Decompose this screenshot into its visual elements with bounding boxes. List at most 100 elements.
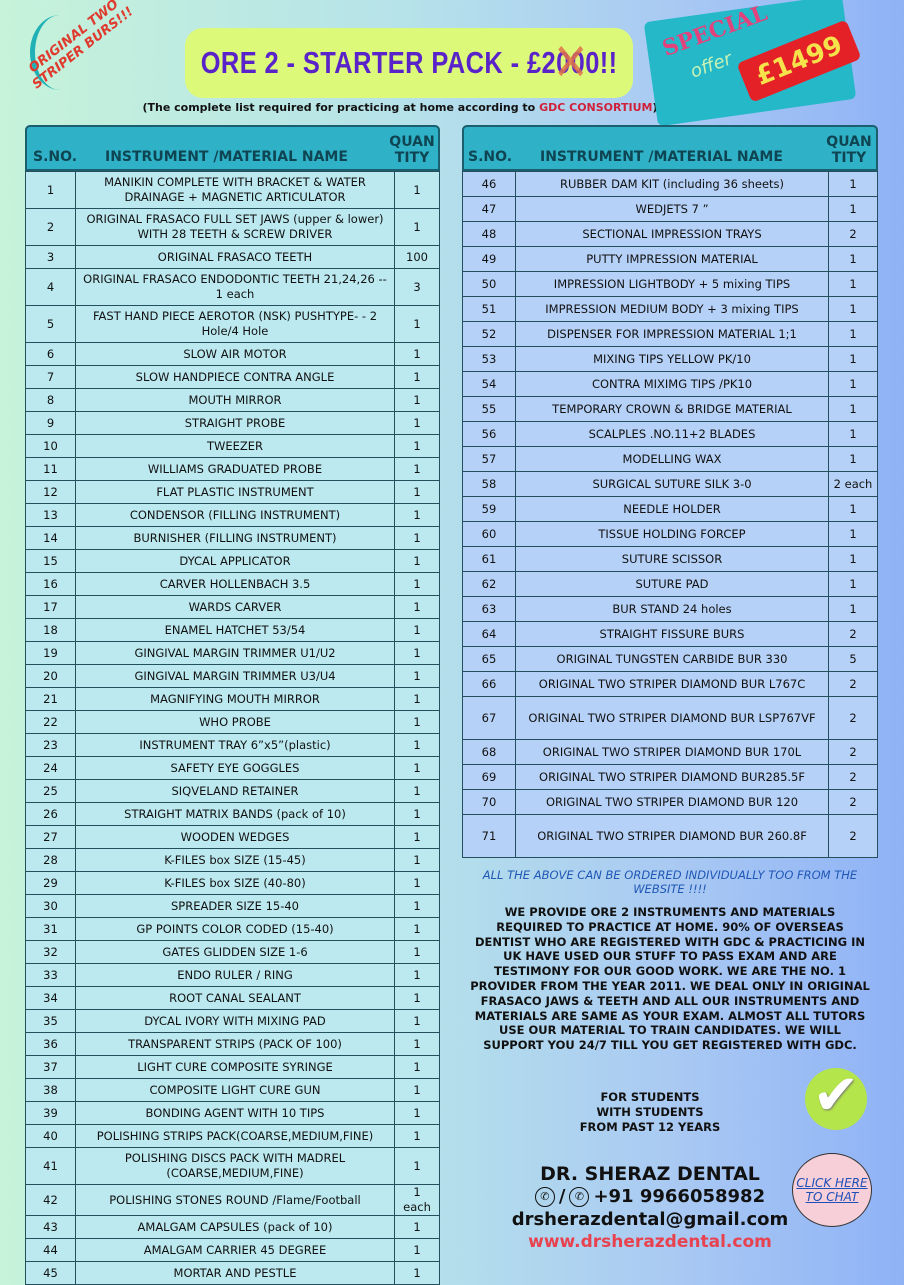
cell-name: BURNISHER (FILLING INSTRUMENT) <box>75 526 395 550</box>
table-row: 38 COMPOSITE LIGHT CURE GUN 1 <box>25 1078 440 1102</box>
page-title: ORE 2 - STARTER PACK - £2000!! <box>201 33 618 93</box>
title-banner: ORE 2 - STARTER PACK - £2000!! <box>185 28 633 98</box>
cell-sno: 71 <box>462 814 516 858</box>
chat-button[interactable]: CLICK HERE TO CHAT <box>792 1153 872 1227</box>
cell-sno: 53 <box>462 346 516 372</box>
cell-sno: 60 <box>462 521 516 547</box>
cell-name: BUR STAND 24 holes <box>515 596 829 622</box>
cell-name: BONDING AGENT WITH 10 TIPS <box>75 1101 395 1125</box>
table-row: 14 BURNISHER (FILLING INSTRUMENT) 1 <box>25 526 440 550</box>
table-row: 31 GP POINTS COLOR CODED (15-40) 1 <box>25 917 440 941</box>
cell-name: INSTRUMENT TRAY 6”x5”(plastic) <box>75 733 395 757</box>
table-row: 69 ORIGINAL TWO STRIPER DIAMOND BUR285.5F… <box>462 764 878 790</box>
table-row: 37 LIGHT CURE COMPOSITE SYRINGE 1 <box>25 1055 440 1079</box>
cell-qty: 1 <box>828 296 878 322</box>
table-row: 36 TRANSPARENT STRIPS (PACK OF 100) 1 <box>25 1032 440 1056</box>
cell-name: GINGIVAL MARGIN TRIMMER U1/U2 <box>75 641 395 665</box>
cell-sno: 41 <box>25 1147 76 1185</box>
table-row: 5 FAST HAND PIECE AEROTOR (NSK) PUSHTYPE-… <box>25 305 440 343</box>
instrument-table-left: S.NO. INSTRUMENT /MATERIAL NAME QUAN TITY… <box>25 125 440 1285</box>
table-row: 27 WOODEN WEDGES 1 <box>25 825 440 849</box>
cell-sno: 25 <box>25 779 76 803</box>
cell-sno: 19 <box>25 641 76 665</box>
order-notice: ALL THE ABOVE CAN BE ORDERED INDIVIDUALL… <box>482 868 858 896</box>
table-row: 67 ORIGINAL TWO STRIPER DIAMOND BUR LSP76… <box>462 696 878 740</box>
cell-sno: 6 <box>25 342 76 366</box>
cell-qty: 1 <box>394 871 440 895</box>
cell-name: SURGICAL SUTURE SILK 3-0 <box>515 471 829 497</box>
cell-name: SPREADER SIZE 15-40 <box>75 894 395 918</box>
cell-name: ORIGINAL TWO STRIPER DIAMOND BUR 260.8F <box>515 814 829 858</box>
cell-qty: 1 <box>394 664 440 688</box>
cell-sno: 57 <box>462 446 516 472</box>
cell-name: SCALPLES .NO.11+2 BLADES <box>515 421 829 447</box>
cell-qty: 1 <box>394 1101 440 1125</box>
cell-qty: 1 <box>394 1078 440 1102</box>
cell-name: TEMPORARY CROWN & BRIDGE MATERIAL <box>515 396 829 422</box>
cell-sno: 43 <box>25 1215 76 1239</box>
cell-sno: 33 <box>25 963 76 987</box>
table-row: 18 ENAMEL HATCHET 53/54 1 <box>25 618 440 642</box>
cell-name: STRAIGHT PROBE <box>75 411 395 435</box>
cell-sno: 17 <box>25 595 76 619</box>
table-row: 22 WHO PROBE 1 <box>25 710 440 734</box>
cell-sno: 32 <box>25 940 76 964</box>
table-row: 26 STRAIGHT MATRIX BANDS (pack of 10) 1 <box>25 802 440 826</box>
cell-sno: 26 <box>25 802 76 826</box>
cell-sno: 35 <box>25 1009 76 1033</box>
cell-sno: 34 <box>25 986 76 1010</box>
cell-name: WILLIAMS GRADUATED PROBE <box>75 457 395 481</box>
cell-sno: 14 <box>25 526 76 550</box>
table-row: 47 WEDJETS 7 ” 1 <box>462 196 878 222</box>
cell-sno: 61 <box>462 546 516 572</box>
table-row: 62 SUTURE PAD 1 <box>462 571 878 597</box>
table-row: 30 SPREADER SIZE 15-40 1 <box>25 894 440 918</box>
cell-qty: 1 <box>394 733 440 757</box>
cell-sno: 24 <box>25 756 76 780</box>
cell-name: SAFETY EYE GOGGLES <box>75 756 395 780</box>
cell-name: WHO PROBE <box>75 710 395 734</box>
cell-qty: 1 <box>394 641 440 665</box>
phone-number[interactable]: +91 9966058982 <box>593 1186 766 1207</box>
cell-qty: 1 <box>394 940 440 964</box>
table-row: 48 SECTIONAL IMPRESSION TRAYS 2 <box>462 221 878 247</box>
cell-name: GP POINTS COLOR CODED (15-40) <box>75 917 395 941</box>
website-link[interactable]: www.drsherazdental.com <box>528 1232 772 1252</box>
cell-sno: 49 <box>462 246 516 272</box>
cell-name: K-FILES box SIZE (40-80) <box>75 871 395 895</box>
cell-name: SIQVELAND RETAINER <box>75 779 395 803</box>
table-row: 43 AMALGAM CAPSULES (pack of 10) 1 <box>25 1215 440 1239</box>
table-row: 3 ORIGINAL FRASACO TEETH 100 <box>25 245 440 269</box>
cell-name: DYCAL IVORY WITH MIXING PAD <box>75 1009 395 1033</box>
whatsapp-icon: ✆ <box>569 1186 590 1207</box>
table-body: 46 RUBBER DAM KIT (including 36 sheets) 1 4… <box>462 171 878 858</box>
table-row: 19 GINGIVAL MARGIN TRIMMER U1/U2 1 <box>25 641 440 665</box>
email-link[interactable]: drsherazdental@gmail.com <box>511 1209 789 1230</box>
cell-sno: 21 <box>25 687 76 711</box>
cell-qty: 1 <box>394 802 440 826</box>
table-row: 16 CARVER HOLLENBACH 3.5 1 <box>25 572 440 596</box>
table-row: 42 POLISHING STONES ROUND /Flame/Football… <box>25 1184 440 1216</box>
cell-name: STRAIGHT FISSURE BURS <box>515 621 829 647</box>
cell-qty: 1 <box>394 208 440 246</box>
cell-sno: 9 <box>25 411 76 435</box>
cell-qty: 1 <box>394 1009 440 1033</box>
cell-qty: 2 <box>828 764 878 790</box>
cell-name: TWEEZER <box>75 434 395 458</box>
table-row: 25 SIQVELAND RETAINER 1 <box>25 779 440 803</box>
cell-sno: 52 <box>462 321 516 347</box>
cell-name: TRANSPARENT STRIPS (PACK OF 100) <box>75 1032 395 1056</box>
cell-sno: 42 <box>25 1184 76 1216</box>
cell-qty: 1 <box>394 305 440 343</box>
cell-qty: 1 <box>828 371 878 397</box>
table-row: 12 FLAT PLASTIC INSTRUMENT 1 <box>25 480 440 504</box>
cell-sno: 2 <box>25 208 76 246</box>
col-qty: QUAN TITY <box>387 134 437 166</box>
table-row: 70 ORIGINAL TWO STRIPER DIAMOND BUR 120 2 <box>462 789 878 815</box>
cell-name: FLAT PLASTIC INSTRUMENT <box>75 480 395 504</box>
cell-name: CONDENSOR (FILLING INSTRUMENT) <box>75 503 395 527</box>
table-row: 10 TWEEZER 1 <box>25 434 440 458</box>
col-name: INSTRUMENT /MATERIAL NAME <box>105 149 348 165</box>
cell-sno: 68 <box>462 739 516 765</box>
checkmark-icon: ✔ <box>805 1068 867 1130</box>
